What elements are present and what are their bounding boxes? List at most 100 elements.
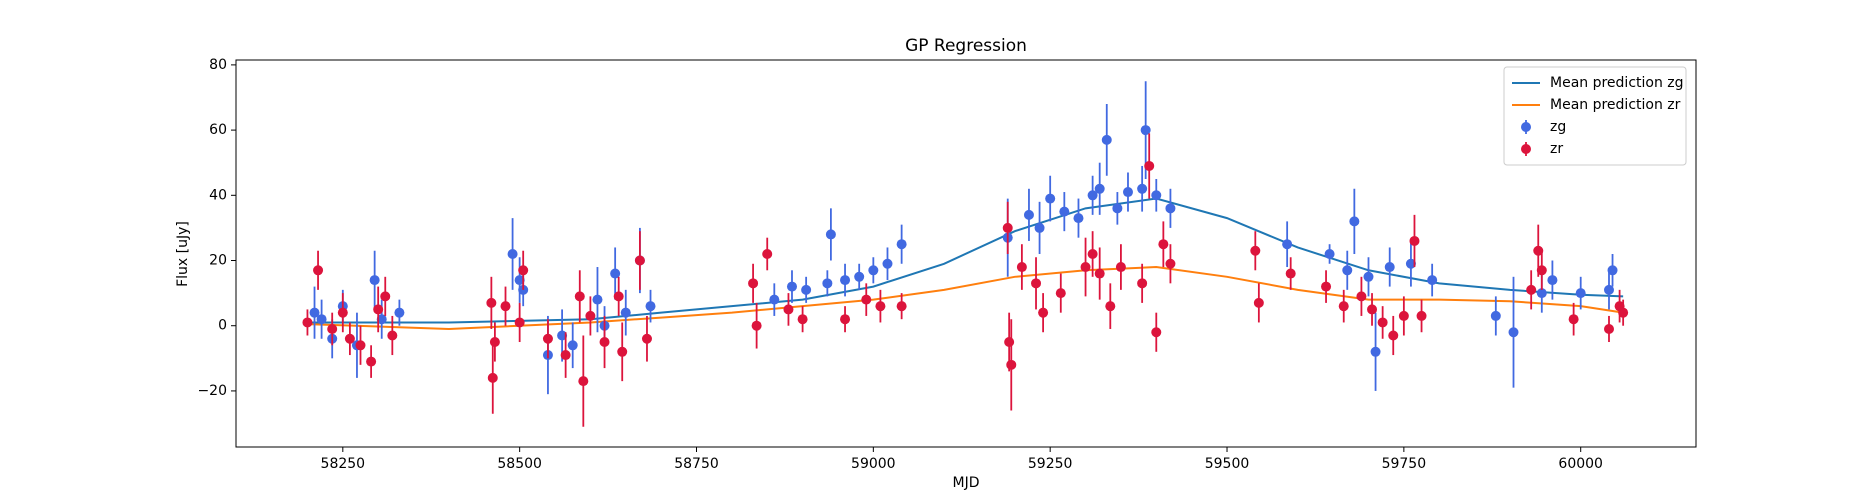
data-point bbox=[868, 265, 879, 276]
data-point bbox=[1059, 206, 1070, 217]
data-point bbox=[387, 330, 398, 341]
data-point bbox=[1002, 222, 1013, 233]
data-point bbox=[1377, 317, 1388, 328]
data-point bbox=[1356, 291, 1367, 302]
data-point bbox=[1607, 265, 1618, 276]
data-point bbox=[896, 301, 907, 312]
data-point bbox=[1349, 216, 1360, 227]
data-point bbox=[751, 320, 762, 331]
data-point bbox=[507, 248, 518, 259]
y-tick-label: 60 bbox=[209, 122, 227, 138]
data-point bbox=[376, 314, 387, 325]
data-point bbox=[1253, 297, 1264, 308]
data-point bbox=[574, 291, 585, 302]
data-point bbox=[1388, 330, 1399, 341]
data-point bbox=[762, 248, 773, 259]
data-point bbox=[369, 275, 380, 286]
data-point bbox=[1321, 281, 1332, 292]
data-point bbox=[1367, 304, 1378, 315]
data-point bbox=[797, 314, 808, 325]
data-point bbox=[542, 333, 553, 344]
data-point bbox=[518, 265, 529, 276]
data-point bbox=[344, 333, 355, 344]
data-point bbox=[599, 337, 610, 348]
x-tick-label: 58750 bbox=[674, 456, 719, 472]
data-point bbox=[1285, 268, 1296, 279]
data-point bbox=[1324, 248, 1335, 259]
x-tick-label: 58250 bbox=[321, 456, 366, 472]
data-point bbox=[1151, 327, 1162, 338]
data-point bbox=[567, 340, 578, 351]
data-point bbox=[1144, 160, 1155, 171]
data-point bbox=[1080, 262, 1091, 273]
data-point bbox=[1533, 245, 1544, 256]
data-point bbox=[1023, 209, 1034, 220]
data-point bbox=[1137, 278, 1148, 289]
legend-swatch bbox=[1521, 144, 1531, 154]
data-point bbox=[825, 229, 836, 240]
data-point bbox=[1055, 288, 1066, 299]
data-point bbox=[1112, 203, 1123, 214]
data-point bbox=[394, 307, 405, 318]
data-point bbox=[896, 239, 907, 250]
data-point bbox=[487, 372, 498, 383]
data-point bbox=[1016, 262, 1027, 273]
data-point bbox=[1038, 307, 1049, 318]
data-point bbox=[1547, 275, 1558, 286]
data-point bbox=[1398, 310, 1409, 321]
data-point bbox=[620, 307, 631, 318]
data-point bbox=[355, 340, 366, 351]
data-point bbox=[786, 281, 797, 292]
data-point bbox=[1490, 310, 1501, 321]
data-point bbox=[1045, 193, 1056, 204]
data-point bbox=[801, 284, 812, 295]
data-point bbox=[1338, 301, 1349, 312]
legend-swatch bbox=[1521, 122, 1531, 132]
data-point bbox=[1508, 327, 1519, 338]
data-point bbox=[1165, 258, 1176, 269]
legend-label: zg bbox=[1550, 119, 1566, 135]
data-point bbox=[613, 291, 624, 302]
data-point bbox=[1165, 203, 1176, 214]
data-point bbox=[854, 271, 865, 282]
data-point bbox=[560, 350, 571, 361]
data-point bbox=[1405, 258, 1416, 269]
data-point bbox=[634, 255, 645, 266]
data-point bbox=[380, 291, 391, 302]
data-point bbox=[840, 314, 851, 325]
data-point bbox=[1105, 301, 1116, 312]
x-tick-label: 60000 bbox=[1558, 456, 1603, 472]
data-point bbox=[514, 275, 525, 286]
data-point bbox=[316, 314, 327, 325]
data-point bbox=[822, 278, 833, 289]
data-point bbox=[337, 307, 348, 318]
data-point bbox=[1073, 213, 1084, 224]
data-point bbox=[1140, 125, 1151, 136]
legend: Mean prediction zg Mean prediction zr zg zr bbox=[1503, 66, 1687, 166]
x-tick-label: 59750 bbox=[1382, 456, 1427, 472]
data-point bbox=[373, 304, 384, 315]
data-point bbox=[748, 278, 759, 289]
data-point bbox=[1094, 268, 1105, 279]
data-point bbox=[1094, 183, 1105, 194]
data-point bbox=[366, 356, 377, 367]
data-point bbox=[1101, 134, 1112, 145]
data-point bbox=[309, 307, 320, 318]
data-point bbox=[645, 301, 656, 312]
y-tick-label: 80 bbox=[209, 57, 227, 73]
data-point bbox=[1416, 310, 1427, 321]
x-tick-label: 59500 bbox=[1205, 456, 1250, 472]
data-point bbox=[1087, 248, 1098, 259]
data-point bbox=[1158, 239, 1169, 250]
y-tick-label: 0 bbox=[218, 318, 227, 334]
data-point bbox=[327, 323, 338, 334]
data-point bbox=[861, 294, 872, 305]
prediction-line bbox=[307, 266, 1624, 330]
legend-label: zr bbox=[1550, 141, 1563, 157]
chart-title: GP Regression bbox=[905, 36, 1027, 56]
data-point bbox=[840, 275, 851, 286]
data-point bbox=[578, 376, 589, 387]
data-point bbox=[769, 294, 780, 305]
data-point bbox=[1618, 307, 1629, 318]
y-tick-label: 20 bbox=[209, 253, 227, 269]
